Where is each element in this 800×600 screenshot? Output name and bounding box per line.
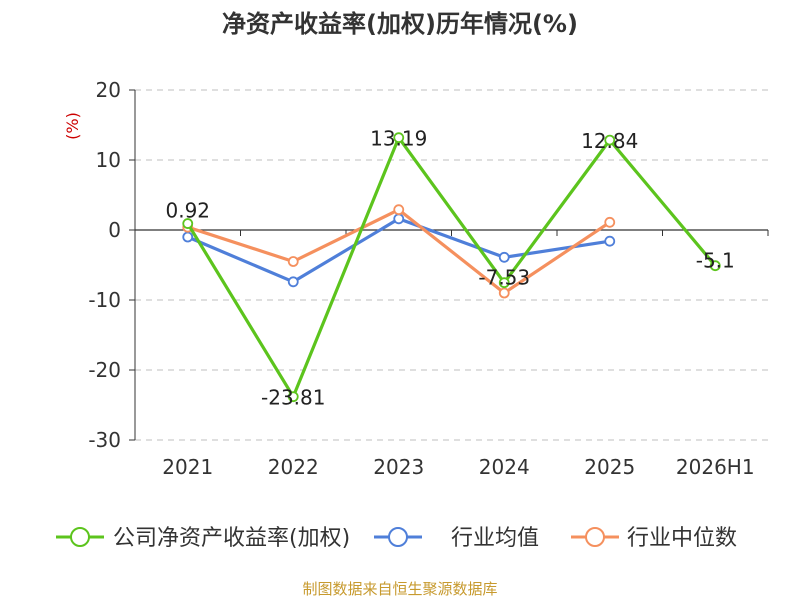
x-tick-label: 2026H1	[676, 455, 755, 479]
x-tick-label: 2024	[479, 455, 530, 479]
series-layer	[182, 132, 721, 403]
data-point	[604, 134, 616, 146]
data-point	[182, 218, 194, 229]
legend-item: 公司净资产收益率(加权)	[56, 526, 350, 551]
data-label: -7.53	[478, 266, 530, 290]
source-note: 制图数据来自恒生聚源数据库	[302, 580, 498, 598]
x-tick-label: 2021	[162, 455, 213, 479]
data-point	[393, 213, 405, 225]
legend-swatch-marker	[585, 527, 605, 547]
y-tick-label: 0	[108, 218, 121, 242]
data-point	[498, 251, 510, 263]
legend-swatch-marker	[70, 527, 90, 547]
legend-label: 公司净资产收益率(加权)	[113, 526, 350, 551]
data-point	[604, 216, 616, 228]
data-point	[604, 235, 616, 247]
legend: 公司净资产收益率(加权) 行业均值 行业中位数	[56, 526, 737, 551]
data-label-layer: 0.92 -23.81 13.19 -7.53 12.84 -5.1	[165, 127, 734, 410]
data-point	[287, 276, 299, 288]
y-tick-label: -30	[88, 428, 121, 452]
data-point	[393, 132, 405, 144]
series-line	[186, 136, 717, 399]
chart-title: 净资产收益率(加权)历年情况(%)	[222, 10, 578, 38]
x-tick-label: 2022	[268, 455, 319, 479]
data-point	[287, 391, 299, 403]
data-label: 13.19	[370, 127, 427, 151]
data-point	[498, 287, 510, 299]
legend-label: 行业中位数	[627, 526, 737, 551]
data-label: -5.1	[696, 249, 735, 273]
axis-layer: 20 10 0 -10 -20 -30 2021 2022 2023 2024 2025 2026H1…	[63, 78, 769, 479]
legend-item: 行业均值	[374, 526, 539, 551]
y-tick-label: -10	[88, 288, 121, 312]
data-label: -23.81	[261, 386, 325, 410]
y-tick-label: 10	[96, 148, 121, 172]
x-tick-label: 2025	[584, 455, 635, 479]
y-tick-label: 20	[96, 78, 121, 102]
y-axis-unit: (%)	[63, 112, 82, 140]
data-point	[393, 204, 405, 216]
data-point	[182, 231, 194, 243]
data-label: 0.92	[165, 199, 210, 223]
data-label: 12.84	[581, 129, 638, 153]
data-point	[498, 277, 510, 289]
x-tick-label: 2023	[373, 455, 424, 479]
legend-swatch-marker	[388, 527, 408, 547]
grid-layer	[135, 89, 768, 441]
data-point	[709, 260, 721, 272]
legend-item: 行业中位数	[571, 526, 737, 551]
data-point	[287, 256, 299, 267]
y-tick-label: -20	[88, 358, 121, 382]
legend-label: 行业均值	[451, 526, 539, 551]
